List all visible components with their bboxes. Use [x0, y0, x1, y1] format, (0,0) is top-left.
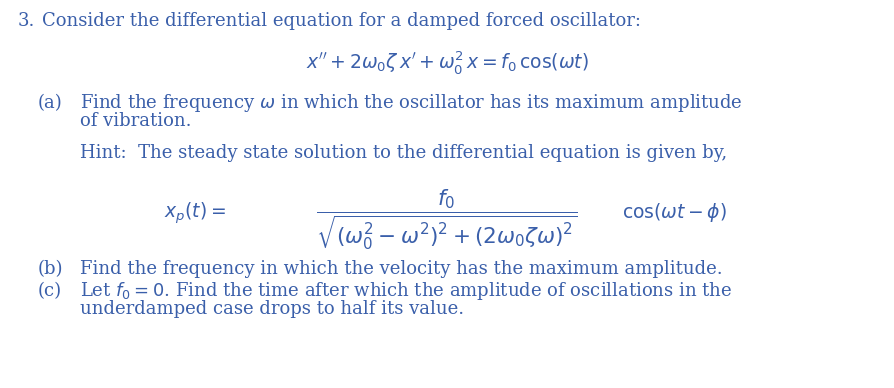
- Text: 3.: 3.: [18, 12, 36, 30]
- Text: Hint:  The steady state solution to the differential equation is given by,: Hint: The steady state solution to the d…: [80, 144, 727, 162]
- Text: of vibration.: of vibration.: [80, 112, 191, 130]
- Text: $\cos(\omega t - \phi)$: $\cos(\omega t - \phi)$: [622, 201, 727, 224]
- Text: (a): (a): [38, 94, 63, 112]
- Text: Let $f_0 = 0$. Find the time after which the amplitude of oscillations in the: Let $f_0 = 0$. Find the time after which…: [80, 280, 732, 302]
- Text: (c): (c): [38, 282, 62, 300]
- Text: $\dfrac{f_0}{\sqrt{(\omega_0^2 - \omega^2)^2 + (2\omega_0\zeta\omega)^2}}$: $\dfrac{f_0}{\sqrt{(\omega_0^2 - \omega^…: [316, 187, 578, 251]
- Text: underdamped case drops to half its value.: underdamped case drops to half its value…: [80, 300, 464, 318]
- Text: Find the frequency in which the velocity has the maximum amplitude.: Find the frequency in which the velocity…: [80, 260, 722, 278]
- Text: Consider the differential equation for a damped forced oscillator:: Consider the differential equation for a…: [42, 12, 641, 30]
- Text: (b): (b): [38, 260, 63, 278]
- Text: $x_p(t) = $: $x_p(t) = $: [164, 201, 226, 226]
- Text: Find the frequency $\omega$ in which the oscillator has its maximum amplitude: Find the frequency $\omega$ in which the…: [80, 92, 743, 114]
- Text: $x'' + 2\omega_0\zeta\, x' + \omega_0^2\, x = f_0\, \cos(\omega t)$: $x'' + 2\omega_0\zeta\, x' + \omega_0^2\…: [306, 48, 588, 76]
